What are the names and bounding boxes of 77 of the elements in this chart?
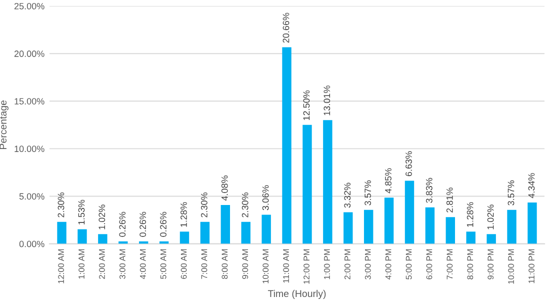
x-tick-label: 10:00 PM <box>508 249 514 284</box>
y-tick-label: 15.00% <box>14 98 44 104</box>
x-tick-label: 7:00 AM <box>201 249 208 279</box>
data-label: 3.32% <box>344 182 351 208</box>
data-label: 20.66% <box>282 12 290 43</box>
bar <box>384 198 394 244</box>
bar <box>486 234 496 244</box>
y-tick-label: 25.00% <box>14 2 44 10</box>
bar <box>241 222 250 244</box>
data-label: 12.50% <box>303 90 310 120</box>
data-label: 3.83% <box>426 178 432 203</box>
x-tick-label: 12:00 AM <box>58 249 64 284</box>
data-label: 1.02% <box>98 204 106 230</box>
x-tick-label: 7:00 PM <box>446 249 453 280</box>
x-tick-label: 10:00 AM <box>262 249 269 284</box>
bar <box>180 232 190 244</box>
bar <box>220 205 230 244</box>
bar <box>262 214 271 244</box>
data-label: 3.06% <box>262 185 269 210</box>
bar <box>98 234 108 244</box>
x-tick-label: 1:00 AM <box>78 249 84 279</box>
data-label: 4.34% <box>528 173 535 198</box>
x-tick-label: 8:00 PM <box>467 249 474 280</box>
x-tick-label: 11:00 PM <box>528 249 534 284</box>
data-label: 3.57% <box>508 180 514 206</box>
data-label: 2.30% <box>242 192 248 218</box>
data-label: 13.01% <box>324 86 330 116</box>
x-tick-label: 8:00 AM <box>222 249 228 279</box>
data-label: 4.85% <box>385 168 392 194</box>
y-axis-title: Percentage <box>0 100 8 149</box>
x-tick-label: 9:00 PM <box>488 249 494 280</box>
bar <box>323 120 332 244</box>
y-tick-label: 10.00% <box>14 146 44 152</box>
bar <box>425 207 435 244</box>
bar <box>302 124 312 244</box>
data-label: 1.28% <box>180 202 187 227</box>
data-label: 3.57% <box>364 180 372 206</box>
data-label: 1.02% <box>487 204 494 230</box>
data-label: 0.26% <box>140 212 146 237</box>
data-label: 2.30% <box>200 192 208 218</box>
data-label: 2.81% <box>446 188 453 212</box>
bar <box>78 229 87 244</box>
data-label: 0.26% <box>160 212 166 237</box>
y-tick-label: 20.00% <box>14 50 44 57</box>
x-tick-label: 5:00 AM <box>160 249 166 279</box>
x-tick-label: 4:00 AM <box>140 249 146 280</box>
data-label: 6.63% <box>406 151 412 176</box>
data-label: 4.08% <box>221 176 228 201</box>
x-tick-label: 12:00 PM <box>304 249 310 284</box>
data-label: 1.28% <box>466 202 474 227</box>
x-tick-label: 2:00 PM <box>344 249 350 280</box>
bar <box>446 217 456 244</box>
x-tick-label: 9:00 AM <box>242 249 248 279</box>
x-tick-label: 2:00 AM <box>99 249 105 279</box>
x-tick-label: 6:00 AM <box>180 249 187 279</box>
bar <box>364 210 374 244</box>
x-tick-label: 1:00 PM <box>324 249 330 280</box>
data-label: 2.30% <box>58 192 64 218</box>
bar <box>57 222 66 244</box>
x-tick-label: 4:00 PM <box>385 249 392 280</box>
x-axis-title: Time (Hourly) <box>268 290 326 299</box>
bar <box>528 202 537 244</box>
x-tick-label: 11:00 AM <box>283 249 290 283</box>
bar <box>344 212 353 244</box>
y-tick-label: 0.00% <box>19 240 44 248</box>
y-tick-label: 5.00% <box>19 193 44 200</box>
bar <box>404 180 414 244</box>
x-tick-label: 3:00 PM <box>364 249 371 280</box>
bar <box>282 47 292 244</box>
bar <box>507 210 516 244</box>
x-tick-label: 3:00 AM <box>119 249 126 279</box>
data-label: 0.26% <box>119 212 126 237</box>
bar <box>200 222 210 244</box>
x-tick-label: 5:00 PM <box>406 249 412 280</box>
data-label: 1.53% <box>78 200 85 224</box>
x-tick-label: 6:00 PM <box>426 249 432 280</box>
bar <box>466 232 476 244</box>
